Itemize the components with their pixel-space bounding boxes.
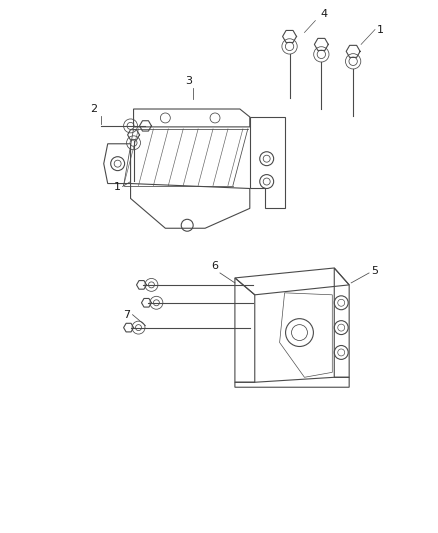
Text: 1: 1 bbox=[113, 182, 120, 191]
Text: 2: 2 bbox=[90, 104, 97, 114]
Text: 4: 4 bbox=[321, 9, 328, 19]
Text: 6: 6 bbox=[211, 261, 218, 271]
Text: 3: 3 bbox=[185, 76, 192, 86]
Text: 5: 5 bbox=[371, 266, 378, 276]
Text: 7: 7 bbox=[124, 310, 131, 320]
Text: 1: 1 bbox=[377, 25, 384, 35]
